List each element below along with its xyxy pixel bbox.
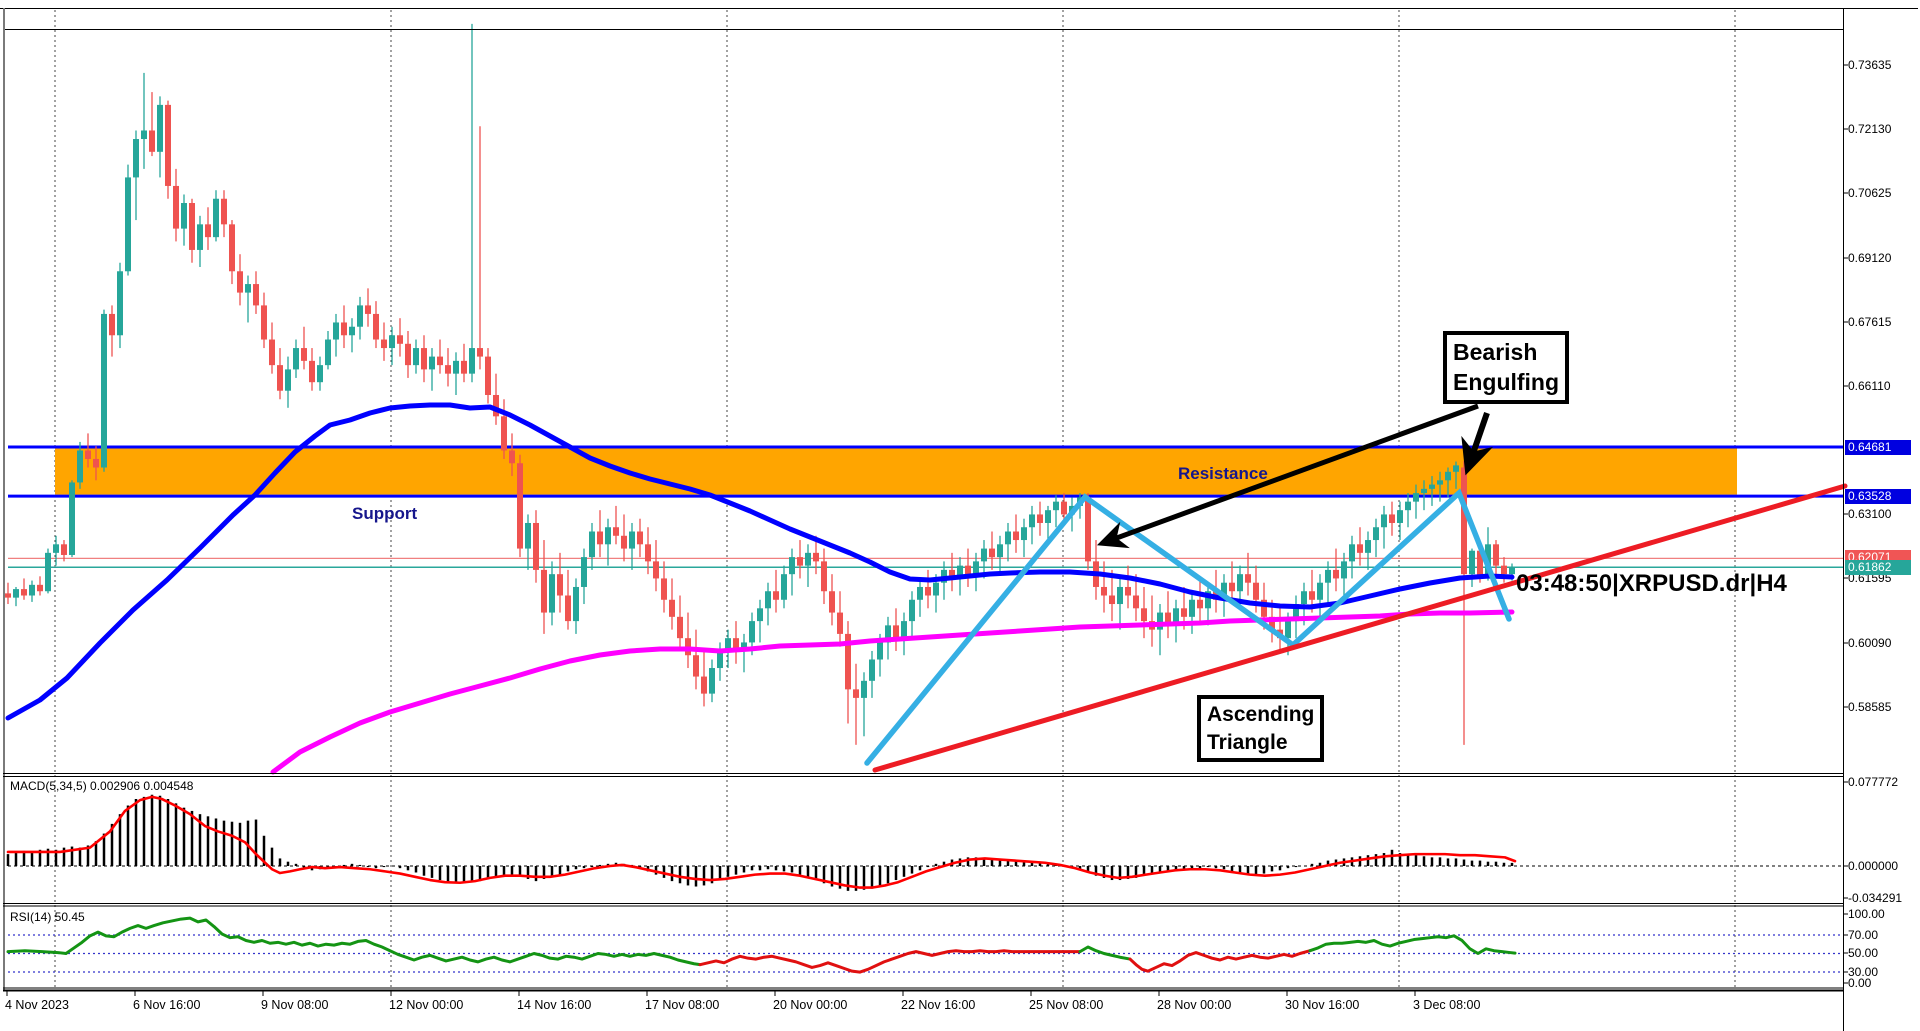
price-axis-tick: 0.63100 bbox=[1848, 507, 1892, 521]
time-axis-tick: 22 Nov 16:00 bbox=[901, 998, 976, 1012]
rsi-axis-tick: 30.00 bbox=[1848, 965, 1879, 979]
panel-frames bbox=[0, 8, 1918, 1031]
price-axis-tick: 0.67615 bbox=[1848, 315, 1892, 329]
time-axis-tick: 14 Nov 16:00 bbox=[517, 998, 592, 1012]
grid-week-separators bbox=[54, 10, 1736, 988]
macd-axis-tick: 0.000000 bbox=[1848, 859, 1899, 873]
price-badge: 0.64681 bbox=[1845, 440, 1911, 455]
bearish-engulfing-callout[interactable]: Bearish Engulfing bbox=[1443, 331, 1570, 404]
ascending-triangle-line2: Triangle bbox=[1207, 730, 1288, 754]
ascending-triangle-callout[interactable]: Ascending Triangle bbox=[1197, 695, 1325, 763]
price-axis-tick: 0.69120 bbox=[1848, 251, 1892, 265]
price-axis-tick: 0.60090 bbox=[1848, 636, 1892, 650]
clock-watermark: 03:48:50|XRPUSD.dr|H4 bbox=[1516, 570, 1787, 597]
macd-axis-tick: 0.077772 bbox=[1848, 775, 1899, 789]
rsi-panel bbox=[6, 916, 1843, 974]
rsi-panel-title: RSI(14) 50.45 bbox=[10, 910, 85, 924]
macd-panel-title: MACD(5,34,5) 0.002906 0.004548 bbox=[10, 779, 194, 793]
macd-axis-tick: -0.034291 bbox=[1848, 891, 1903, 905]
price-badge: 0.63528 bbox=[1845, 489, 1911, 504]
drawn-objects[interactable] bbox=[864, 403, 1848, 773]
time-axis-tick: 17 Nov 08:00 bbox=[645, 998, 720, 1012]
rsi-axis-tick: 0.00 bbox=[1848, 976, 1872, 990]
price-axis-tick: 0.72130 bbox=[1848, 122, 1892, 136]
time-axis-tick: 4 Nov 2023 bbox=[5, 998, 69, 1012]
support-resistance-band[interactable] bbox=[8, 445, 1843, 498]
macd-panel bbox=[6, 794, 1843, 891]
price-axis-tick: 0.58585 bbox=[1848, 700, 1892, 714]
price-axis-tick: 0.73635 bbox=[1848, 58, 1892, 72]
candlesticks bbox=[5, 23, 1515, 745]
current-price-lines bbox=[8, 557, 1843, 569]
time-axis-tick: 6 Nov 16:00 bbox=[133, 998, 201, 1012]
time-axis-tick: 30 Nov 16:00 bbox=[1285, 998, 1360, 1012]
moving-averages bbox=[5, 402, 1515, 775]
time-axis-tick: 28 Nov 00:00 bbox=[1157, 998, 1232, 1012]
price-axis-tick: 0.70625 bbox=[1848, 186, 1892, 200]
time-axis-tick: 3 Dec 08:00 bbox=[1413, 998, 1481, 1012]
bearish-engulfing-line2: Engulfing bbox=[1453, 369, 1560, 396]
price-axis-tick: 0.66110 bbox=[1848, 379, 1891, 393]
time-axis-tick: 20 Nov 00:00 bbox=[773, 998, 848, 1012]
rsi-axis-tick: 50.00 bbox=[1848, 946, 1879, 960]
time-axis-tick: 12 Nov 00:00 bbox=[389, 998, 464, 1012]
ascending-triangle-line1: Ascending bbox=[1207, 703, 1315, 726]
bearish-engulfing-line1: Bearish bbox=[1453, 339, 1538, 365]
price-axis-tick: 0.61595 bbox=[1848, 571, 1892, 585]
support-zone-label: Support bbox=[352, 504, 418, 523]
resistance-zone-label: Resistance bbox=[1178, 464, 1268, 483]
price-badge: 0.61862 bbox=[1845, 560, 1911, 575]
time-axis-tick: 9 Nov 08:00 bbox=[261, 998, 329, 1012]
rsi-axis-tick: 70.00 bbox=[1848, 928, 1879, 942]
time-axis-tick: 25 Nov 08:00 bbox=[1029, 998, 1104, 1012]
rsi-axis-tick: 100.00 bbox=[1848, 907, 1885, 921]
